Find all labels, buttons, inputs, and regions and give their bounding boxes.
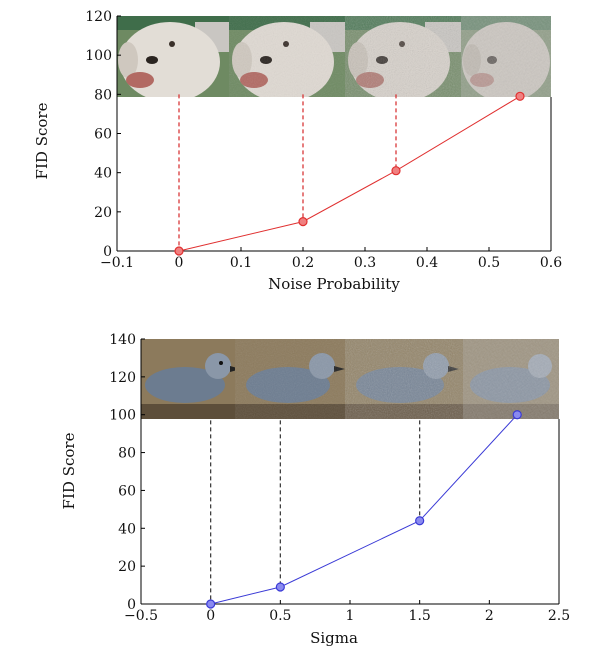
y-tick-label-2: 40: [118, 521, 136, 537]
data-point-0: [206, 599, 216, 609]
dog-panel-3: [345, 16, 461, 97]
y-ticks: 0 20 40 60 80 100 120 140: [109, 332, 145, 613]
data-point-0: [174, 246, 184, 256]
series-line: [174, 91, 525, 256]
x-axis-label: Sigma: [310, 629, 358, 647]
x-tick-label-3: 1: [346, 608, 355, 624]
series-polyline: [178, 95, 521, 252]
data-point-2: [415, 516, 425, 526]
x-tick-label-4: 0.3: [354, 255, 376, 271]
data-point-2: [391, 166, 401, 176]
y-axis-label: FID Score: [60, 432, 78, 509]
y-tick-label-6: 120: [85, 9, 112, 25]
x-ticks: −0.5 0 0.5 1 1.5 2 2.5: [124, 600, 570, 624]
x-tick-label-1: 0: [175, 255, 184, 271]
y-tick-label-1: 20: [118, 559, 136, 575]
series-polyline: [210, 414, 518, 605]
y-ticks: 0 20 40 60 80 100 120: [85, 9, 121, 260]
x-tick-label-7: 0.6: [540, 255, 562, 271]
x-tick-label-6: 2.5: [548, 608, 570, 624]
dog-image-strip: [117, 16, 551, 97]
x-ticks: −0.1 0 0.1 0.2 0.3 0.4 0.5 0.6: [100, 247, 562, 271]
y-tick-label-3: 60: [94, 127, 112, 143]
x-tick-label-1: 0: [206, 608, 215, 624]
y-axis-label: FID Score: [33, 102, 51, 179]
bird-panel-4: [463, 339, 559, 419]
dashed-guides: [178, 94, 397, 251]
x-tick-label-4: 1.5: [409, 608, 431, 624]
x-tick-label-6: 0.5: [478, 255, 500, 271]
y-tick-label-6: 120: [109, 370, 136, 386]
data-point-3: [512, 410, 522, 420]
bird-image-strip: [141, 339, 559, 419]
x-tick-label-2: 0.1: [230, 255, 252, 271]
y-tick-label-1: 20: [94, 205, 112, 221]
series-line: [206, 410, 522, 609]
y-tick-label-5: 100: [109, 408, 136, 424]
x-axis-label: Noise Probability: [268, 275, 400, 293]
y-tick-label-0: 0: [103, 244, 112, 260]
bird-panel-2: [235, 339, 345, 419]
y-tick-label-0: 0: [127, 597, 136, 613]
data-point-3: [515, 91, 525, 101]
dog-panel-4: [461, 16, 551, 97]
x-tick-label-0: −0.1: [100, 255, 134, 271]
x-tick-label-3: 0.2: [292, 255, 314, 271]
y-tick-label-3: 60: [118, 483, 136, 499]
bird-panel-1: [141, 339, 241, 419]
y-tick-label-4: 80: [118, 446, 136, 462]
x-tick-label-2: 0.5: [269, 608, 291, 624]
dog-panel-2: [229, 16, 345, 97]
bird-panel-3: [345, 339, 463, 419]
x-tick-label-5: 0.4: [416, 255, 438, 271]
y-tick-label-5: 100: [85, 48, 112, 64]
y-tick-label-2: 40: [94, 166, 112, 182]
x-tick-label-5: 2: [485, 608, 494, 624]
chart-noise-probability: −0.1 0 0.1 0.2 0.3 0.4 0.5 0.6 020406080100120 …: [33, 9, 562, 293]
dashed-guides: [210, 420, 421, 604]
y-tick-label-4: 80: [94, 87, 112, 103]
data-point-1: [275, 582, 285, 592]
dog-panel-1: [117, 16, 229, 97]
y-tick-label-7: 140: [109, 332, 136, 348]
data-point-1: [298, 217, 308, 227]
x-tick-label-0: −0.5: [124, 608, 158, 624]
